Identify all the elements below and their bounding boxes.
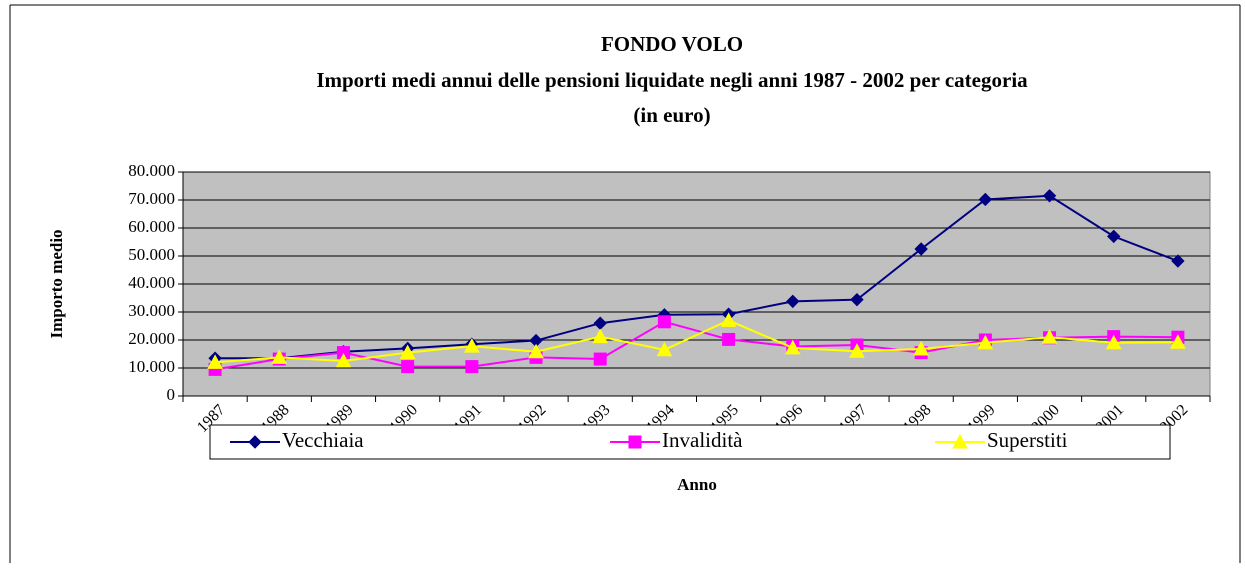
legend-marker [952,433,968,449]
data-point [335,352,352,368]
data-point [271,349,288,364]
series-line [214,320,1178,371]
y-tick-label: 30.000 [128,301,175,320]
y-axis-label: Importo medio [47,229,66,338]
data-point [592,328,609,344]
data-point [464,338,480,353]
y-tick-label: 0 [167,385,176,404]
data-point [914,242,928,256]
legend-marker [628,435,642,449]
data-point [1170,334,1186,349]
y-tick-label: 10.000 [128,357,175,376]
data-point [1171,254,1185,268]
y-tick-label: 80.000 [128,161,175,180]
data-point [850,292,864,307]
y-tick-label: 40.000 [128,273,175,292]
data-point [913,340,929,356]
legend-label: Vecchiaia [282,428,364,452]
series-line [215,319,1178,364]
data-point [593,352,607,366]
legend-label: Invalidità [662,428,743,452]
data-point [1041,329,1058,344]
data-point [528,343,544,359]
chart-title: FONDO VOLO [601,32,743,56]
data-point [720,312,737,327]
data-point [722,332,736,346]
data-point [207,354,223,369]
legend-label: Superstiti [987,428,1068,452]
chart-subtitle: (in euro) [633,103,710,127]
data-point [784,339,801,355]
data-point [978,192,993,207]
legend-box [209,424,1171,460]
x-axis-label: Anno [677,475,717,494]
data-point [1107,229,1121,244]
data-point [465,360,479,374]
y-tick-label: 70.000 [128,189,175,208]
y-tick-label: 60.000 [128,217,175,236]
data-point [657,315,671,329]
data-point [786,294,800,309]
data-point [399,344,416,360]
data-point [1042,189,1057,203]
data-point [977,334,994,350]
data-point [849,343,865,358]
data-point [1105,334,1122,350]
legend-marker [248,435,262,449]
y-tick-label: 20.000 [128,329,175,348]
chart-subtitle: Importi medi annui delle pensioni liquid… [316,68,1028,92]
y-tick-label: 50.000 [128,245,175,264]
series-line [215,194,1179,360]
data-point [656,341,673,357]
data-point [401,360,415,374]
